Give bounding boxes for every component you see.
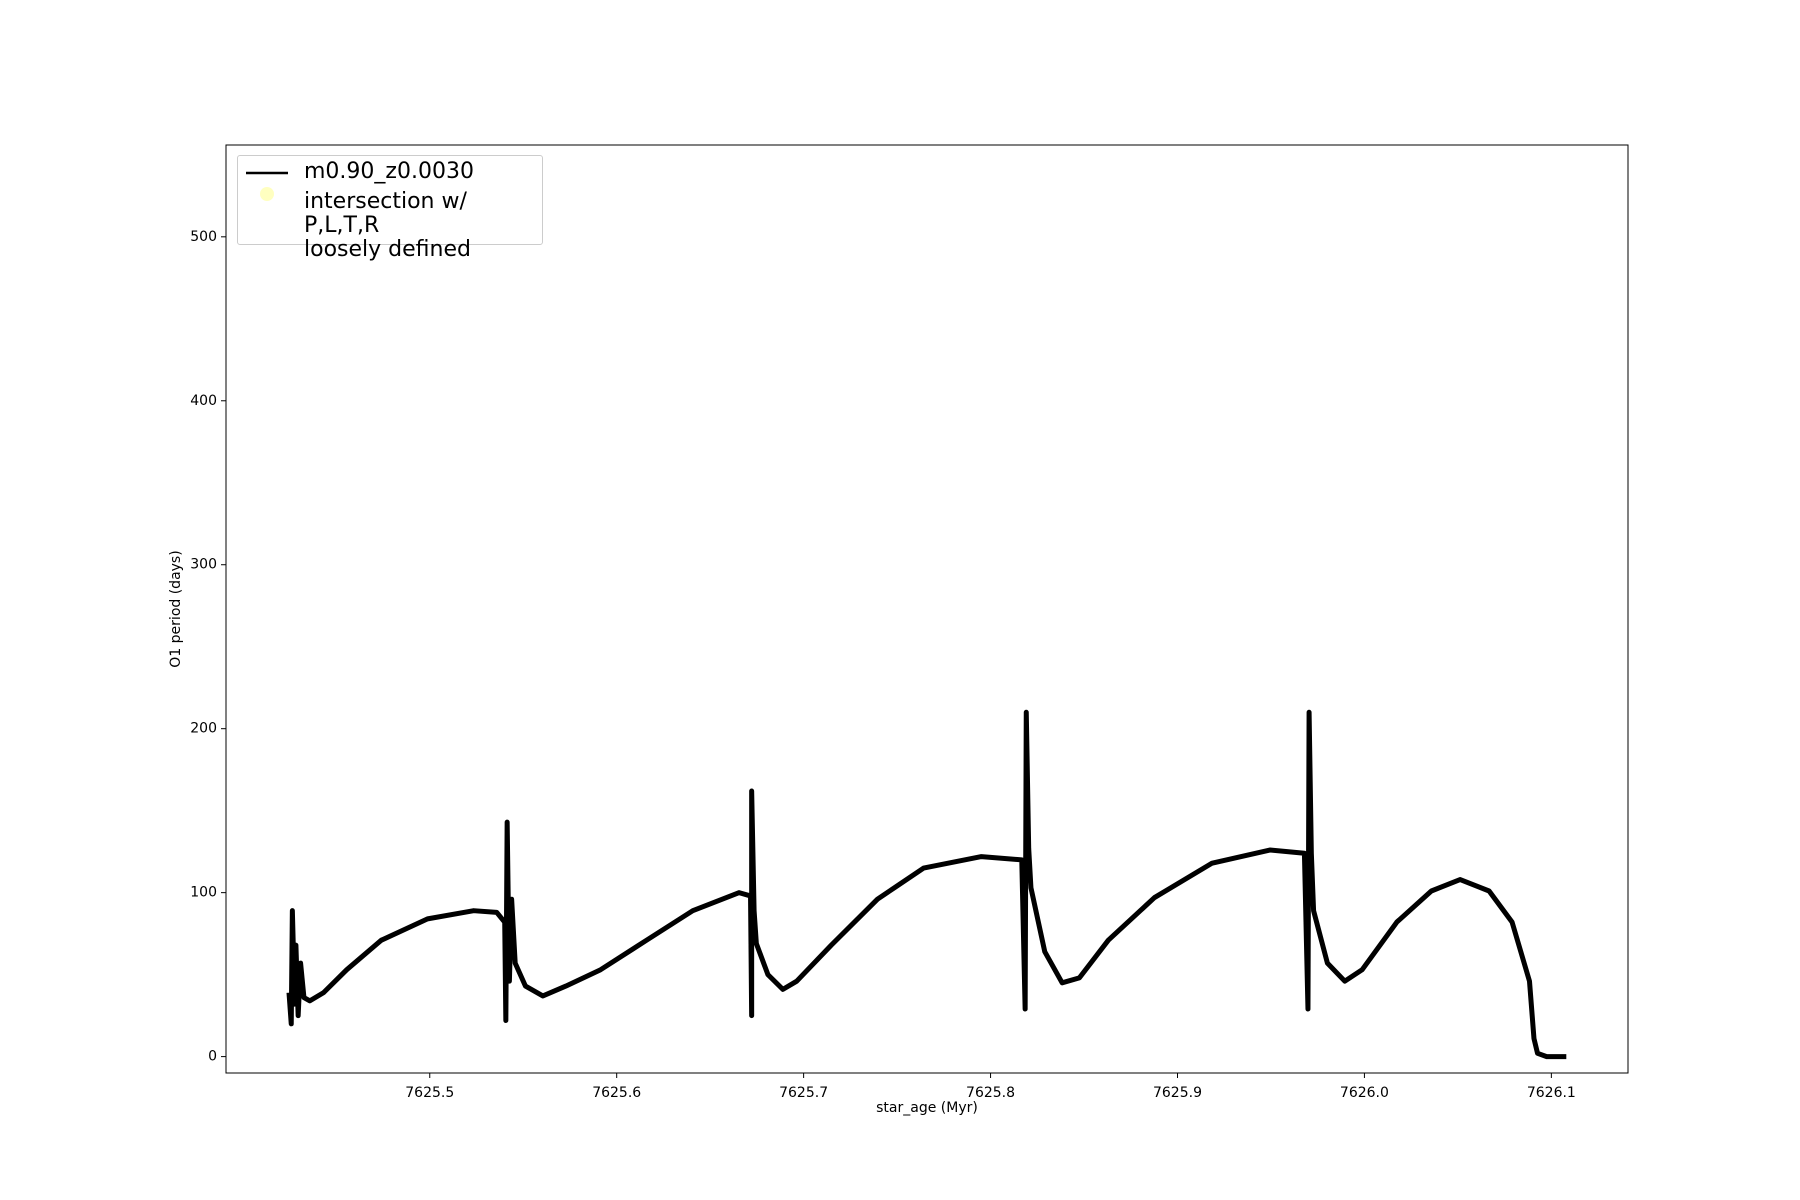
y-tick-label: 300: [190, 557, 217, 573]
x-tick-label: 7625.6: [592, 1085, 641, 1101]
legend-marker: [260, 187, 274, 201]
x-tick-label: 7626.1: [1527, 1085, 1576, 1101]
x-tick-label: 7625.5: [405, 1085, 454, 1101]
x-tick-label: 7625.8: [966, 1085, 1015, 1101]
plot-frame: [225, 144, 1629, 1074]
y-tick-label: 500: [190, 229, 217, 245]
y-tick-label: 0: [208, 1049, 217, 1065]
legend-label: m0.90_z0.0030: [304, 159, 474, 184]
x-axis-label: star_age (Myr): [876, 1100, 978, 1116]
x-tick-label: 7625.9: [1153, 1085, 1202, 1101]
y-tick-label: 200: [190, 721, 217, 737]
x-tick-label: 7626.0: [1340, 1085, 1389, 1101]
x-tick-label: 7625.7: [779, 1085, 828, 1101]
y-tick-label: 400: [190, 393, 217, 409]
legend-handles: [246, 171, 288, 201]
legend: m0.90_z0.0030 intersection w/ P,L,T,R lo…: [237, 155, 543, 262]
y-tick-label: 100: [190, 885, 217, 901]
series-line: [286, 709, 1567, 1060]
y-axis-label: O1 period (days): [168, 550, 184, 667]
legend-label: intersection w/ P,L,T,R loosely defined: [304, 189, 471, 262]
